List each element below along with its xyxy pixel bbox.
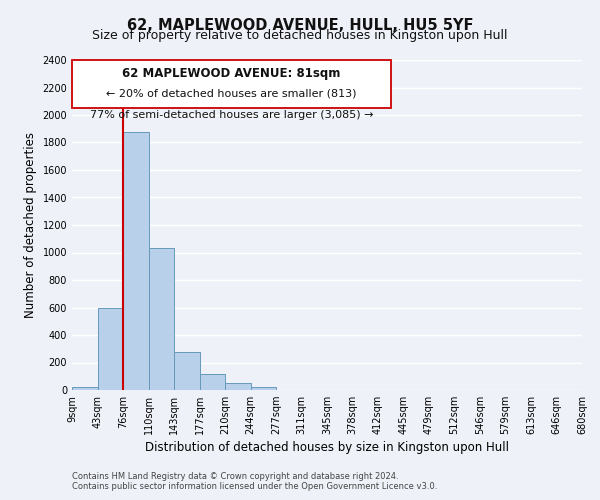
Bar <box>251 387 276 390</box>
Bar <box>199 374 225 390</box>
Text: Contains public sector information licensed under the Open Government Licence v3: Contains public sector information licen… <box>72 482 437 491</box>
Bar <box>174 352 199 390</box>
Text: 77% of semi-detached houses are larger (3,085) →: 77% of semi-detached houses are larger (… <box>89 110 373 120</box>
Text: Size of property relative to detached houses in Kingston upon Hull: Size of property relative to detached ho… <box>92 29 508 42</box>
Y-axis label: Number of detached properties: Number of detached properties <box>24 132 37 318</box>
Bar <box>123 132 149 390</box>
X-axis label: Distribution of detached houses by size in Kingston upon Hull: Distribution of detached houses by size … <box>145 442 509 454</box>
Bar <box>72 387 97 390</box>
Bar <box>225 383 251 390</box>
Text: 62, MAPLEWOOD AVENUE, HULL, HU5 5YF: 62, MAPLEWOOD AVENUE, HULL, HU5 5YF <box>127 18 473 32</box>
Bar <box>97 308 123 390</box>
Text: 62 MAPLEWOOD AVENUE: 81sqm: 62 MAPLEWOOD AVENUE: 81sqm <box>122 66 341 80</box>
FancyBboxPatch shape <box>72 60 391 108</box>
Text: Contains HM Land Registry data © Crown copyright and database right 2024.: Contains HM Land Registry data © Crown c… <box>72 472 398 481</box>
Text: ← 20% of detached houses are smaller (813): ← 20% of detached houses are smaller (81… <box>106 88 356 98</box>
Bar <box>149 248 174 390</box>
